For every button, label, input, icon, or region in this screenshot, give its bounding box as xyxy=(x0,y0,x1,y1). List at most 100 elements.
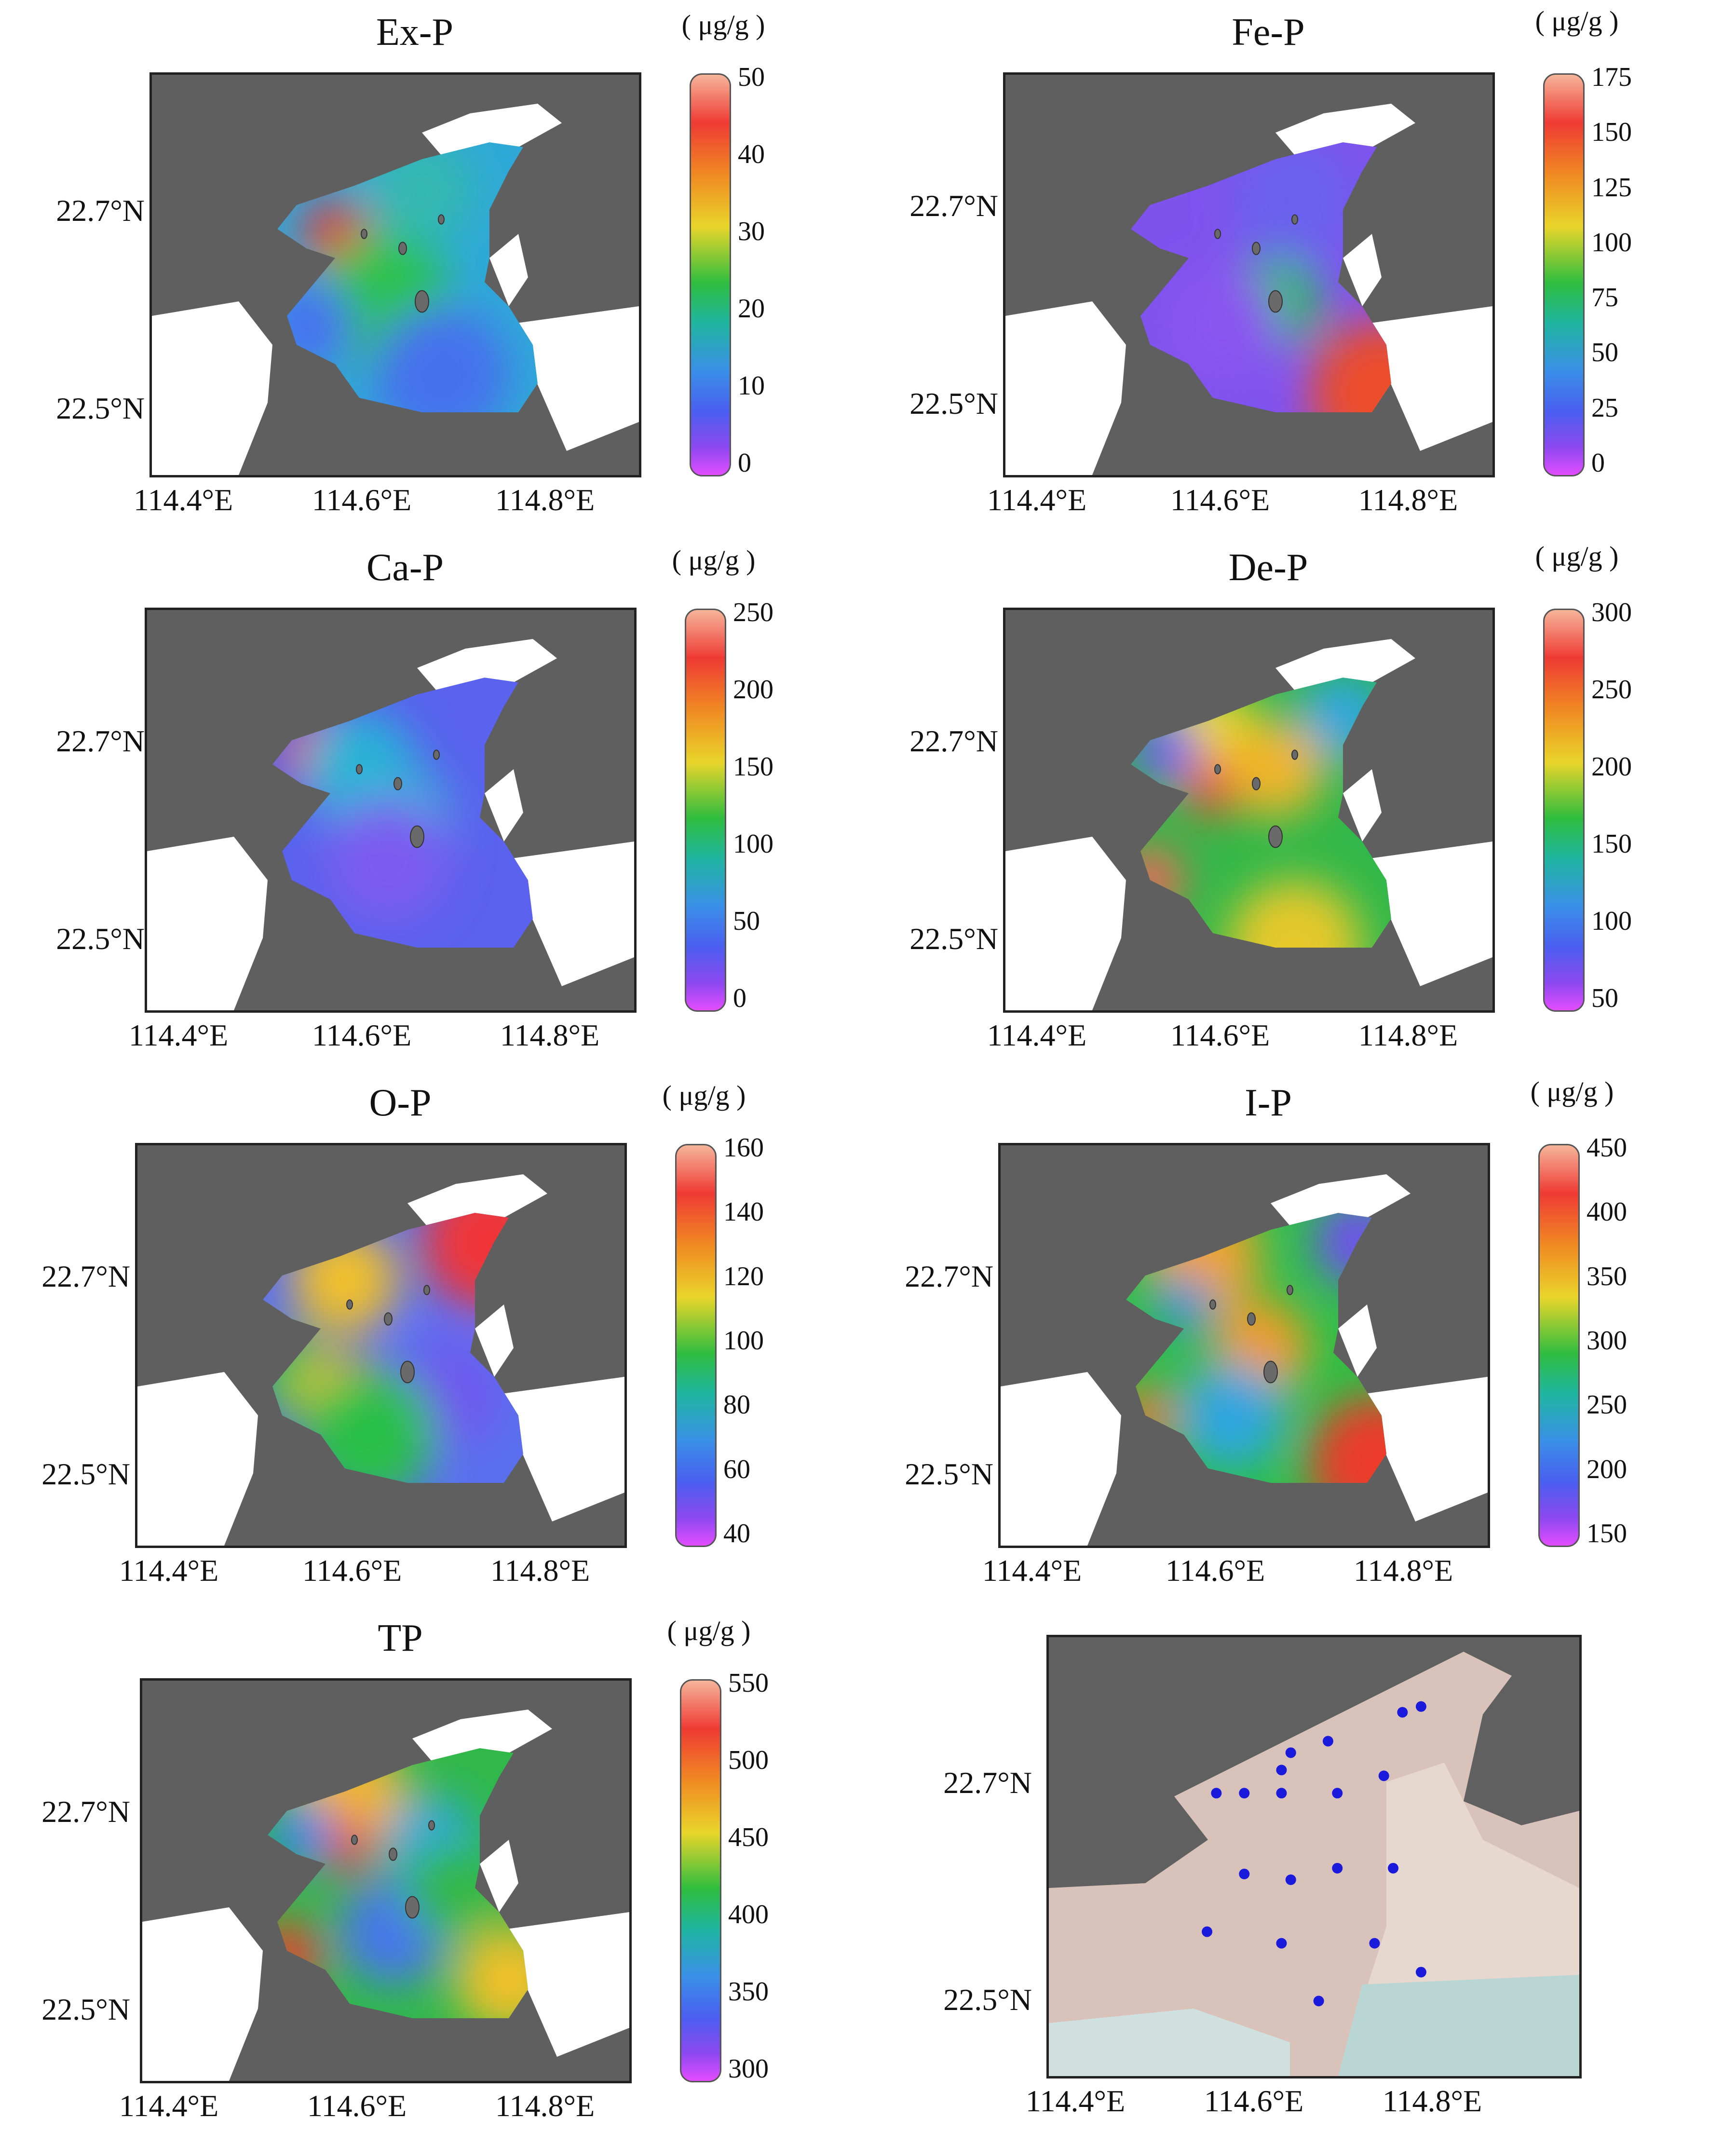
concentration-hotspot xyxy=(1309,1396,1386,1483)
sea-area xyxy=(142,1907,263,2081)
sampling-station xyxy=(1276,1788,1287,1799)
colorbar-tick-label: 100 xyxy=(1591,906,1632,936)
concentration-map xyxy=(1003,608,1495,1013)
colorbar-tick-label: 0 xyxy=(1591,448,1605,478)
colorbar-tick-label: 550 xyxy=(728,1668,769,1698)
sampling-station xyxy=(1313,1996,1324,2007)
lon-label: 114.8°E xyxy=(1382,2084,1482,2118)
lat-label: 22.7°N xyxy=(909,189,998,223)
colorbar-tick-label: 450 xyxy=(728,1822,769,1852)
panel-title: Ca-P xyxy=(366,546,444,589)
colorbar-tick-label: 150 xyxy=(1591,829,1632,859)
island xyxy=(398,242,407,255)
colorbar-tick-label: 40 xyxy=(723,1519,750,1548)
colorbar-tick-label: 175 xyxy=(1591,62,1632,92)
colorbar-tick-label: 50 xyxy=(738,62,765,92)
concentration-hotspot xyxy=(1126,1386,1174,1444)
lat-label: 22.5°N xyxy=(56,391,145,425)
lon-label: 114.8°E xyxy=(500,1018,600,1052)
panel-fe-p: Fe-P 22.7°N 22.5°N 114.4°E 114.6°E 114.8… xyxy=(868,0,1736,536)
colorbar-tick-label: 160 xyxy=(723,1133,764,1163)
sampling-station xyxy=(1332,1788,1343,1799)
lat-label: 22.7°N xyxy=(905,1259,993,1293)
lon-label: 114.4°E xyxy=(119,1553,219,1588)
island xyxy=(1291,214,1298,225)
concentration-hotspot xyxy=(277,282,354,369)
concentration-map xyxy=(149,72,641,477)
panel-title: O-P xyxy=(369,1082,432,1124)
colorbar-tick-label: 100 xyxy=(723,1326,764,1356)
island xyxy=(1214,764,1221,774)
concentration-hotspot xyxy=(326,798,451,924)
sampling-station xyxy=(1276,1938,1287,1949)
island xyxy=(415,290,429,313)
sea-area xyxy=(485,1377,624,1521)
island xyxy=(1214,229,1221,239)
lon-label: 114.8°E xyxy=(1358,483,1458,517)
sea-area xyxy=(1343,234,1382,306)
island xyxy=(389,1847,397,1861)
island xyxy=(423,1285,430,1295)
panel-ex-p: Ex-P 22.7°N 22.5°N 114.4°E 114.6°E 114.8… xyxy=(0,0,868,536)
sea-area xyxy=(489,234,528,306)
sampling-station xyxy=(1285,1747,1296,1758)
colorbar-tick-label: 50 xyxy=(1591,338,1618,368)
lon-label: 114.6°E xyxy=(1204,2084,1304,2118)
island xyxy=(361,229,367,239)
lat-label: 22.5°N xyxy=(905,1457,993,1491)
colorbar-tick-label: 100 xyxy=(1591,227,1632,258)
sampling-station xyxy=(1202,1926,1213,1937)
concentration-hotspot xyxy=(422,1213,523,1309)
sea-area xyxy=(499,306,639,451)
lon-label: 114.4°E xyxy=(987,1018,1087,1052)
sea-area xyxy=(485,769,523,842)
lon-label: 114.6°E xyxy=(312,483,412,517)
sampling-station xyxy=(1285,1874,1296,1885)
colorbar-tick-label: 450 xyxy=(1587,1133,1627,1163)
lat-label: 22.5°N xyxy=(56,922,145,956)
island xyxy=(346,1299,353,1310)
concentration-hotspot xyxy=(1131,846,1184,914)
colorbar-tick-label: 125 xyxy=(1591,172,1632,203)
concentration-hotspot xyxy=(1227,721,1324,817)
panel-title: De-P xyxy=(1228,546,1308,589)
colorbar-tick-label: 300 xyxy=(728,2054,769,2084)
concentration-hotspot xyxy=(1309,321,1391,412)
sea-area xyxy=(489,1912,629,2057)
lat-label: 22.5°N xyxy=(943,1983,1032,2017)
colorbar-tick-label: 500 xyxy=(728,1745,769,1775)
sea-area xyxy=(494,842,634,986)
colorbar-tick-label: 200 xyxy=(1587,1454,1627,1484)
colorbar-tick-label: 400 xyxy=(1587,1197,1627,1227)
lat-label: 22.5°N xyxy=(909,922,998,956)
lat-label: 22.7°N xyxy=(909,724,998,758)
sea-area xyxy=(1348,1377,1488,1521)
sampling-station xyxy=(1415,1967,1426,1978)
colorbar xyxy=(1543,73,1585,476)
concentration-hotspot xyxy=(1179,1362,1285,1468)
concentration-hotspot xyxy=(1232,142,1357,263)
sampling-station xyxy=(1397,1707,1408,1718)
island xyxy=(393,777,402,790)
island xyxy=(438,214,445,225)
colorbar-tick-label: 60 xyxy=(723,1454,750,1484)
lat-label: 22.7°N xyxy=(943,1766,1032,1800)
island xyxy=(400,1360,415,1384)
island xyxy=(1291,749,1298,760)
colorbar-tick-label: 150 xyxy=(1591,117,1632,148)
concentration-hotspot xyxy=(1184,760,1242,817)
island xyxy=(410,825,424,848)
sampling-station xyxy=(1276,1765,1287,1776)
panel-o-p: O-P 22.7°N 22.5°N 114.4°E 114.6°E 114.8°… xyxy=(0,1071,868,1607)
concentration-hotspot xyxy=(268,1922,321,1989)
sampling-station xyxy=(1415,1701,1426,1712)
colorbar-tick-label: 200 xyxy=(1591,752,1632,782)
sampling-station xyxy=(1211,1788,1222,1799)
sampling-station xyxy=(1378,1770,1389,1781)
sampling-station xyxy=(1388,1862,1399,1874)
lon-label: 114.6°E xyxy=(1165,1553,1265,1588)
lon-label: 114.8°E xyxy=(495,2089,595,2123)
lon-label: 114.4°E xyxy=(133,483,233,517)
colorbar xyxy=(675,1144,717,1547)
colorbar-tick-label: 250 xyxy=(1587,1390,1627,1420)
